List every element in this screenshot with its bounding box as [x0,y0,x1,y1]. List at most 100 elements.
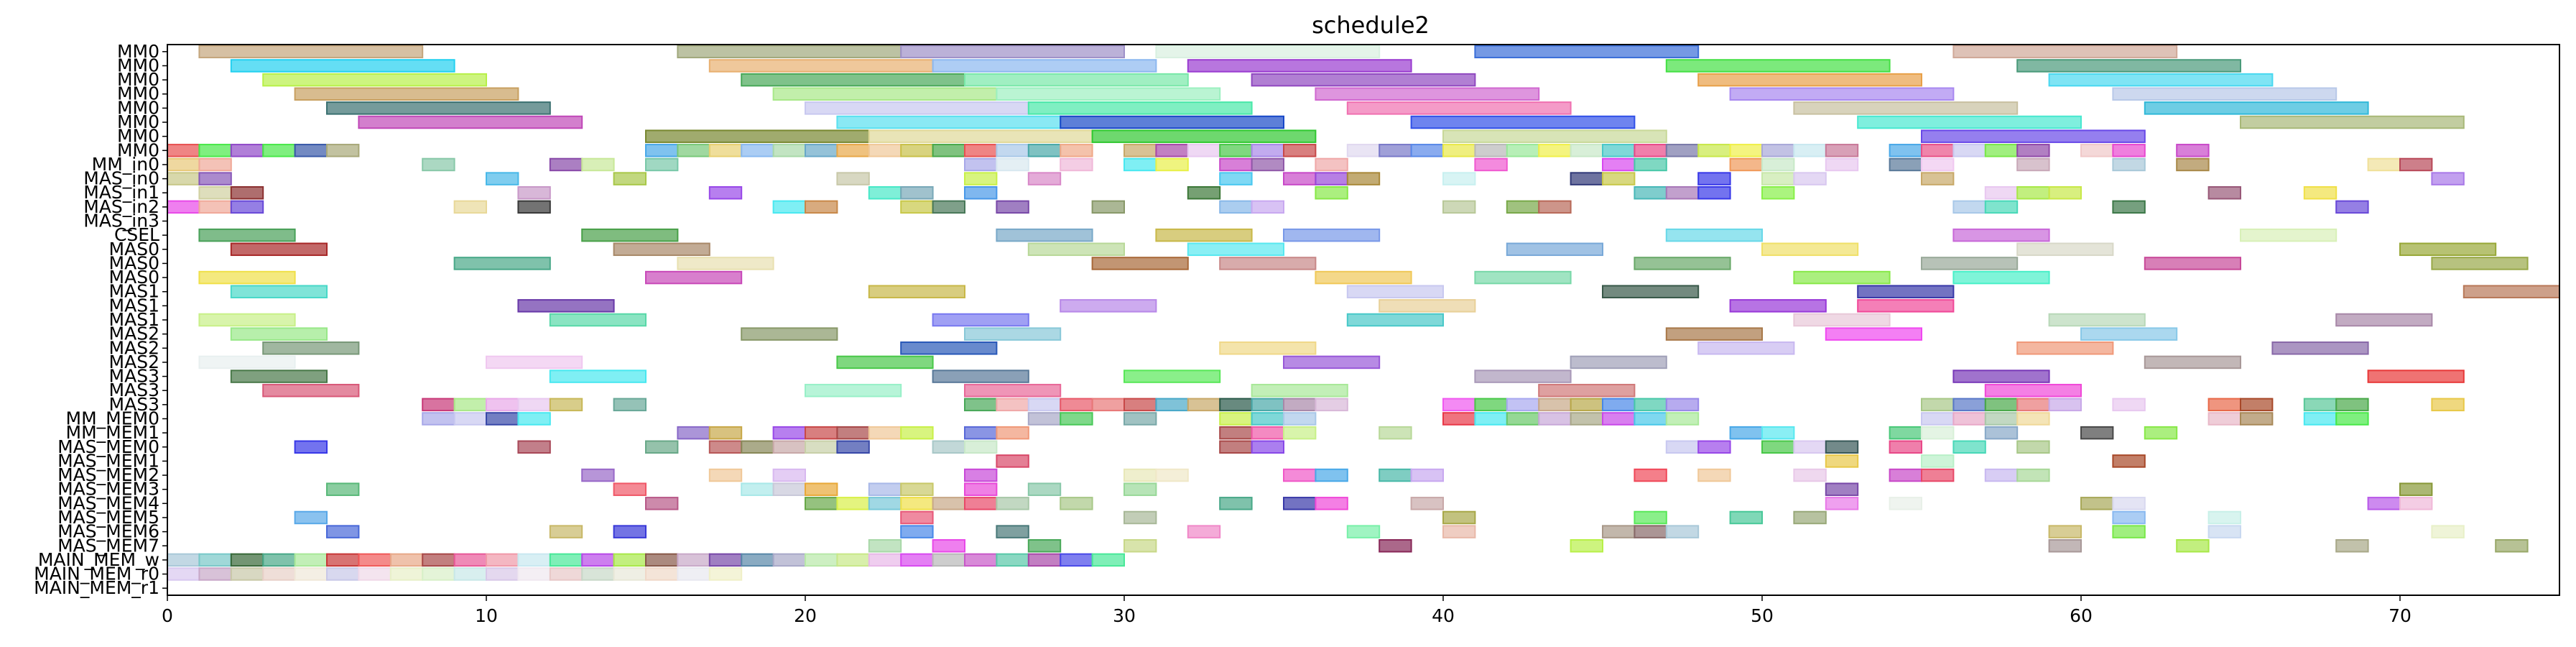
task-bar [1123,412,1157,426]
task-bar [2016,242,2114,257]
task-bar [1634,398,1667,412]
task-bar [1506,200,1540,214]
task-bar [2144,426,2178,440]
y-tick-label: MM0 [117,139,159,160]
task-bar [549,313,647,327]
task-bar [1442,398,1476,412]
task-bar [1379,468,1412,482]
y-tick-label: MAS1 [109,281,159,302]
task-bar [1123,144,1157,157]
task-bar [964,383,1062,398]
task-bar [1984,398,2019,412]
task-bar [2431,172,2465,185]
task-bar [1346,144,1381,157]
task-bar [900,185,934,200]
task-bar [453,200,487,214]
task-bar [645,144,679,157]
task-bar [1761,157,1795,172]
task-bar [1889,497,1923,510]
task-bar [1187,398,1221,412]
task-bar [453,553,487,567]
task-bar [1027,553,1062,567]
task-bar [772,87,998,101]
task-bar [1570,172,1604,185]
task-bar [198,228,296,242]
task-bar [1346,101,1572,115]
task-bar [805,101,1029,115]
task-bar [836,144,870,157]
x-tick-label: 70 [2389,605,2411,626]
task-bar [1251,412,1284,426]
chart-title: schedule2 [1312,12,1430,39]
task-bar [1793,313,1891,327]
task-bar [1474,270,1572,285]
task-bar [230,200,264,214]
task-bar [1283,497,1317,510]
task-bar [1570,412,1604,426]
y-tick-label: MAIN_MEM_w [38,549,159,570]
task-bar [1123,482,1157,496]
task-bar [389,553,424,567]
task-bar [1665,185,1700,200]
task-bar [996,497,1029,510]
task-bar [1793,101,2019,115]
task-bar [453,412,487,426]
task-bar [1729,426,1764,440]
y-tick-label: MM0 [117,41,159,62]
task-bar [996,87,1221,101]
task-bar [581,157,615,172]
task-bar [167,553,200,567]
task-bar [230,553,264,567]
task-bar [1697,440,1731,454]
task-bar [1442,412,1476,426]
task-bar [1187,185,1221,200]
task-bar [2463,285,2561,298]
task-bar [2112,398,2146,412]
task-bar [198,172,232,185]
task-bar [1697,144,1731,157]
task-bar [836,497,870,510]
task-bar [1474,370,1572,383]
y-tick-label: MAS0 [109,267,159,288]
task-bar [1921,257,2019,270]
task-bar [613,525,647,538]
task-bar [1761,426,1795,440]
task-bar [868,129,1093,143]
task-bar [1857,285,1955,298]
task-bar [1793,172,1827,185]
task-bar [1857,115,2082,129]
task-bar [2207,185,2242,200]
task-bar [1346,172,1381,185]
task-bar [932,313,1029,327]
task-bar [262,341,360,355]
task-bar [453,567,487,581]
task-bar [1091,398,1125,412]
task-bar [2080,426,2114,440]
task-bar [964,73,1189,87]
task-bar [1155,157,1189,172]
task-bar [167,567,200,581]
task-bar [262,144,296,157]
task-bar [1602,144,1636,157]
task-bar [1091,257,1189,270]
task-bar [1123,398,1157,412]
task-bar [230,370,328,383]
task-bar [1379,299,1476,313]
task-bar [772,144,806,157]
task-bar [900,497,934,510]
task-bar [1474,144,1508,157]
task-bar [1729,299,1827,313]
task-bar [1346,285,1445,298]
task-bar [517,200,551,214]
x-tick-label: 0 [162,605,173,626]
task-bar [645,553,679,567]
task-bar [517,398,551,412]
task-bar [772,200,806,214]
task-bar [677,257,774,270]
task-bar [167,157,200,172]
y-tick-label: MM0 [117,97,159,118]
task-bar [2367,157,2401,172]
task-bar [1219,426,1253,440]
task-bar [900,482,934,496]
task-bar [358,567,392,581]
